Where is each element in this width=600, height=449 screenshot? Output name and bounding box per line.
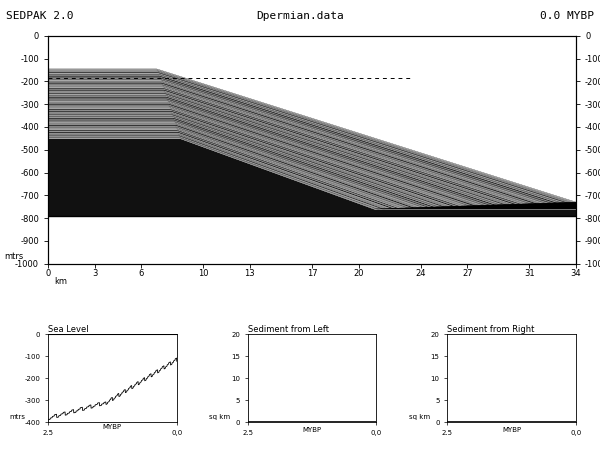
- Text: mtrs: mtrs: [10, 414, 25, 420]
- Text: km: km: [55, 277, 67, 286]
- Text: mtrs: mtrs: [4, 252, 23, 261]
- Text: Sediment from Right: Sediment from Right: [447, 325, 535, 334]
- Text: SEDPAK 2.0: SEDPAK 2.0: [6, 11, 74, 21]
- Text: sq km: sq km: [209, 414, 230, 420]
- Text: MYBP: MYBP: [103, 423, 122, 430]
- Text: 0.0 MYBP: 0.0 MYBP: [540, 11, 594, 21]
- Text: Dpermian.data: Dpermian.data: [256, 11, 344, 21]
- Text: MYBP: MYBP: [302, 427, 322, 433]
- Text: Sea Level: Sea Level: [48, 325, 89, 334]
- Text: MYBP: MYBP: [502, 427, 521, 433]
- Text: sq km: sq km: [409, 414, 430, 420]
- Text: Sediment from Left: Sediment from Left: [248, 325, 329, 334]
